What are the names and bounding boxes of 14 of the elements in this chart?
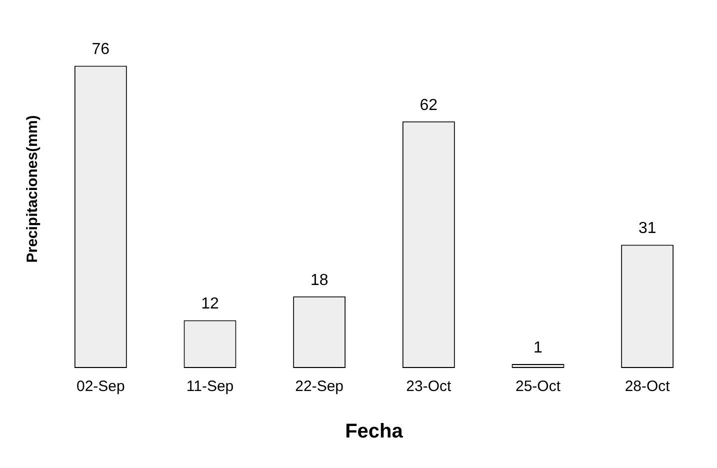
data-label: 18 [310, 272, 328, 289]
x-tick-label: 25-Oct [515, 378, 562, 396]
data-label: 76 [92, 41, 110, 58]
y-axis-title: Precipitaciones(mm) [24, 115, 42, 263]
x-tick-label: 11-Sep [186, 378, 234, 396]
data-label: 31 [638, 220, 656, 238]
data-label: 62 [420, 96, 438, 114]
x-tick-label: 22-Sep [295, 378, 344, 396]
x-tick-label: 23-Oct [406, 378, 452, 396]
x-axis-title: Fecha [345, 420, 404, 443]
data-label: 12 [201, 296, 219, 313]
data-label: 1 [534, 339, 543, 356]
x-tick-label: 02-Sep [76, 378, 125, 396]
x-tick-label: 28-Oct [624, 378, 671, 396]
